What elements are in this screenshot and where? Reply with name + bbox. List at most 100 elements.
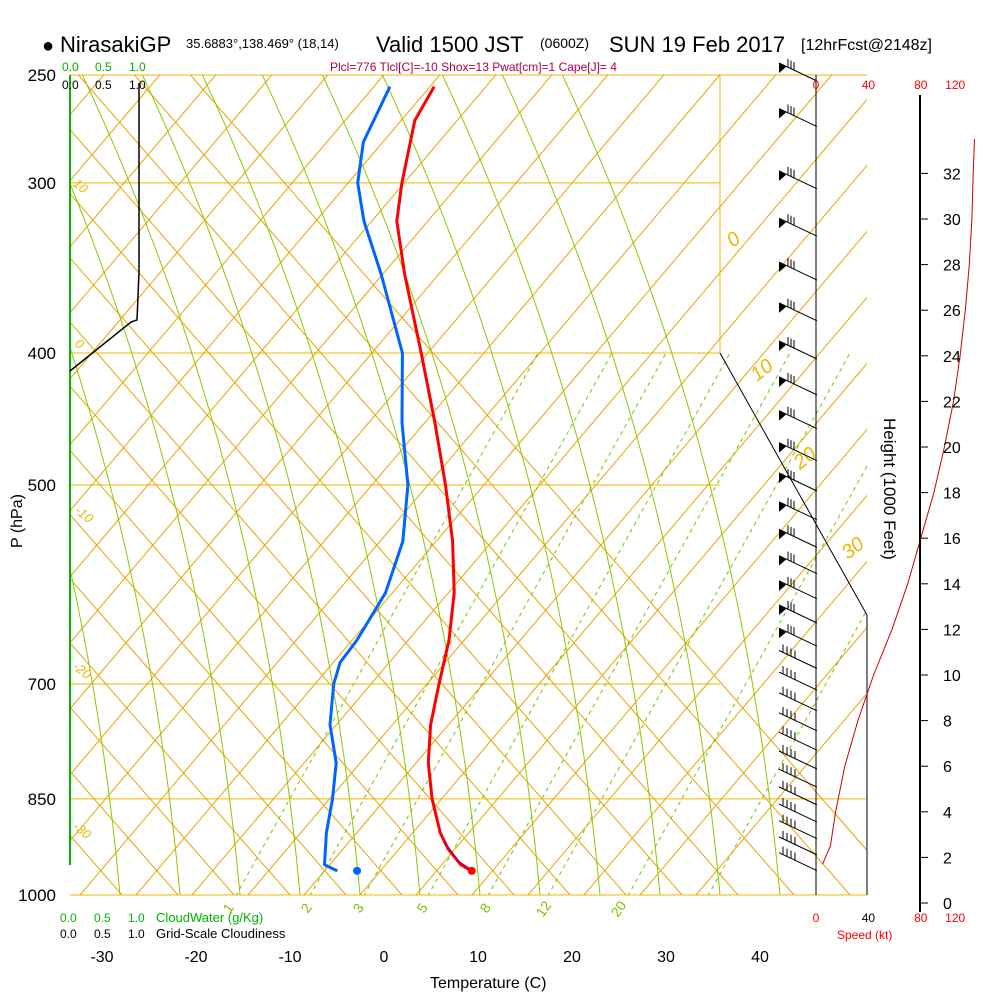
moist-adiabat <box>441 75 661 895</box>
mixing-ratio-lines <box>235 352 867 895</box>
adiabat-label: -30 <box>70 819 95 843</box>
moist-adiabat <box>70 566 121 895</box>
temperature-tick-label: -10 <box>278 949 301 966</box>
moist-adiabat <box>141 75 361 895</box>
isotherm-line <box>79 75 777 895</box>
speed-tick-bottom: 80 <box>914 911 928 925</box>
wind-barbs <box>778 59 818 872</box>
cloud-cover-line <box>69 83 140 372</box>
dry-adiabat <box>70 321 571 895</box>
isotherm-line <box>70 75 497 578</box>
height-tick-label: 18 <box>943 486 961 503</box>
adiabat-label: -20 <box>70 659 95 683</box>
height-tick-label: 24 <box>943 349 961 366</box>
mixing-ratio-label: 8 <box>476 900 494 916</box>
wind-barb <box>778 798 818 823</box>
temperature-tick-label: 10 <box>469 949 487 966</box>
cloudwater-top-tick-1: 0.5 <box>95 60 112 74</box>
temperature-tick-label: 30 <box>657 949 675 966</box>
wind-barb <box>778 644 818 669</box>
mixing-ratio-line <box>627 465 867 895</box>
wind-barb <box>778 830 818 856</box>
dry-adiabat <box>70 513 403 895</box>
station-coords: 35.6883°,138.469° (18,14) <box>186 36 339 51</box>
isotherm-line <box>70 75 721 842</box>
wind-barb <box>778 59 818 82</box>
cloudiness-bottom-tick-0: 0.0 <box>60 927 77 941</box>
speed-tick-top: 80 <box>914 78 928 92</box>
station-name: NirasakiGP <box>60 32 171 57</box>
mixing-ratio-line <box>427 352 731 895</box>
wind-barb <box>778 497 818 521</box>
temperature-tick-label: -30 <box>90 949 113 966</box>
pressure-axis-title: P (hPa) <box>9 494 26 548</box>
moist-adiabat <box>70 182 241 895</box>
isotherm-line <box>695 692 867 895</box>
cloudwater-bottom-tick-1: 0.5 <box>94 911 111 925</box>
isobar-lines <box>70 74 867 896</box>
wind-barb <box>778 745 818 770</box>
pressure-tick-label: 1000 <box>18 886 56 905</box>
isotherm-line <box>135 75 833 895</box>
height-tick-label: 16 <box>943 531 961 548</box>
temperature-tick-label: 0 <box>380 949 389 966</box>
surface-temperature-point <box>467 866 476 875</box>
wind-barb <box>778 763 818 788</box>
mixing-ratio-line <box>235 352 539 895</box>
mixing-ratio-label: 2 <box>297 900 315 916</box>
moist-adiabat-lines <box>70 75 781 895</box>
temperature-profile-line <box>395 85 473 873</box>
height-tick-label: 22 <box>943 394 961 411</box>
speed-tick-bottom: 0 <box>813 911 820 925</box>
wind-barb <box>778 846 818 872</box>
wind-barb <box>778 214 818 237</box>
mixing-ratio-label: 12 <box>532 898 554 920</box>
isotherm-line <box>70 75 273 314</box>
adiabat-label: 10 <box>70 176 91 197</box>
wind-barb <box>778 814 818 840</box>
cloudiness-top-tick-0: 0.0 <box>62 78 79 92</box>
adiabat-label: 30 <box>838 533 869 564</box>
pressure-tick-label: 250 <box>28 66 56 85</box>
cloudiness-bottom-tick-2: 1.0 <box>128 927 145 941</box>
parcel-path-line <box>443 840 471 870</box>
valid-time-utc: (0600Z) <box>540 35 589 51</box>
isotherm-line <box>70 75 441 512</box>
chart-header: ● NirasakiGP 35.6883°,138.469° (18,14) V… <box>42 32 932 74</box>
guide-lines <box>719 352 868 895</box>
dry-adiabat <box>70 706 235 895</box>
dry-adiabat <box>70 128 739 895</box>
cloudwater-bottom-tick-0: 0.0 <box>60 911 77 925</box>
mixing-ratio-line <box>363 352 667 895</box>
isotherm-line <box>70 75 385 446</box>
wind-barb <box>778 166 818 190</box>
isotherm-line <box>70 75 665 776</box>
temperature-axis-ticks: -30 -20 -10 0 10 20 30 40 <box>90 949 769 966</box>
mixing-ratio-line <box>547 352 851 895</box>
moist-adiabat <box>321 75 541 895</box>
speed-tick-top: 120 <box>945 78 965 92</box>
dry-adiabat <box>189 75 867 852</box>
height-axis: Height (1000 Feet) 024681012141618202224… <box>880 95 961 913</box>
dry-adiabat <box>70 577 347 895</box>
isotherm-line <box>359 296 867 895</box>
wind-barb <box>778 298 818 322</box>
cloudwater-top-tick-2: 1.0 <box>129 60 146 74</box>
moist-adiabat <box>70 346 181 895</box>
wind-barb <box>778 337 818 360</box>
isotherm-line <box>471 428 867 895</box>
wind-barb <box>778 438 818 462</box>
height-tick-label: 10 <box>943 668 961 685</box>
pressure-tick-label: 700 <box>28 675 56 694</box>
isotherm-line <box>303 230 867 895</box>
wind-barb <box>778 686 818 712</box>
wind-barb <box>778 469 818 492</box>
dry-adiabat <box>70 834 123 895</box>
pressure-tick-label: 300 <box>28 174 56 193</box>
mixing-ratio-line <box>707 608 867 895</box>
height-tick-label: 4 <box>943 805 952 822</box>
height-tick-label: 30 <box>943 212 961 229</box>
mixing-ratio-label: 20 <box>607 898 629 920</box>
wind-barb <box>778 576 818 600</box>
